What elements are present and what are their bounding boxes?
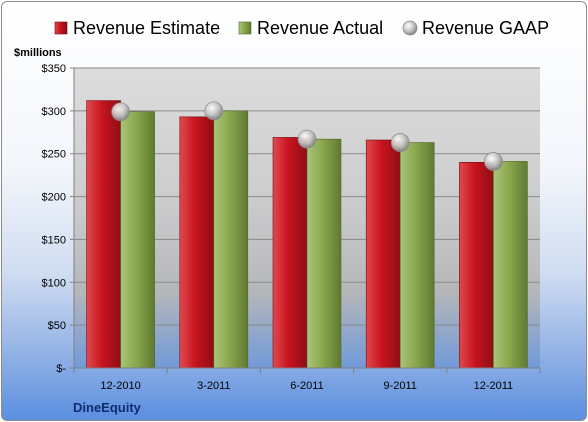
y-tick-label: $50 (48, 320, 66, 332)
marker-revenue-gaap (204, 101, 224, 121)
bar-revenue-actual (306, 138, 342, 369)
marker-revenue-gaap (390, 133, 410, 152)
y-tick-label: $250 (42, 149, 66, 161)
bar-revenue-estimate (272, 137, 308, 369)
y-tick-label: $350 (42, 63, 66, 75)
company-name: DineEquity (73, 400, 142, 415)
legend-label-revenue-actual: Revenue Actual (257, 18, 383, 38)
bar-revenue-actual (213, 110, 249, 369)
legend: Revenue Estimate Revenue Actual Revenue GA… (54, 18, 549, 38)
y-tick-label: $100 (42, 277, 66, 289)
marker-revenue-gaap (111, 102, 130, 122)
x-tick-label: 3-2011 (197, 380, 230, 392)
y-tick-label: $300 (42, 106, 66, 118)
bar-revenue-estimate (86, 100, 121, 369)
bar-revenue-estimate (179, 116, 215, 369)
bars (86, 100, 528, 369)
legend-label-revenue-estimate: Revenue Estimate (73, 18, 220, 38)
y-axis-label: $millions (14, 47, 62, 59)
bar-revenue-estimate (459, 161, 494, 369)
x-tick-label: 6-2011 (290, 380, 323, 392)
x-tick-label: 9-2011 (383, 380, 416, 392)
y-tick-label: $200 (42, 192, 66, 204)
bar-revenue-actual (120, 111, 155, 369)
x-tick-label: 12-2010 (100, 380, 140, 392)
x-tick-label: 12-2011 (474, 380, 514, 392)
legend-swatch-revenue-estimate (54, 21, 68, 35)
bar-revenue-estimate (365, 139, 401, 369)
legend-swatch-revenue-actual (238, 21, 252, 35)
y-axis-ticks: $- $50 $100 $150 $200 $250 $300 $350 (42, 63, 74, 375)
bar-revenue-actual (399, 142, 435, 369)
y-tick-label: $150 (42, 234, 66, 246)
y-tick-label: $- (56, 363, 66, 375)
bar-revenue-actual (493, 161, 528, 369)
x-axis-ticks: 12-2010 3-2011 6-2011 9-2011 12-2011 (73, 368, 541, 392)
legend-swatch-revenue-gaap (402, 20, 418, 36)
marker-revenue-gaap (483, 152, 503, 171)
legend-label-revenue-gaap: Revenue GAAP (422, 18, 549, 38)
marker-revenue-gaap (297, 129, 317, 149)
gaap-markers (111, 101, 503, 171)
